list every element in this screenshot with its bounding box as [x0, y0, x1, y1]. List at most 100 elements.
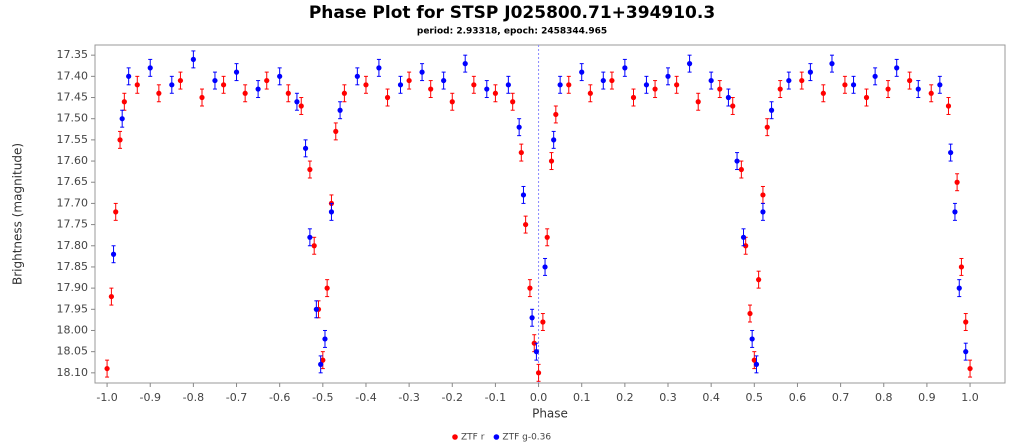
- data-point: [760, 192, 766, 198]
- data-point: [324, 285, 330, 291]
- data-point: [954, 179, 960, 185]
- data-point: [807, 69, 814, 75]
- x-tick-label: -0.3: [398, 391, 419, 404]
- data-point: [199, 94, 205, 101]
- data-point: [743, 243, 749, 249]
- data-point: [190, 56, 196, 63]
- y-tick-label: 17.60: [57, 154, 89, 167]
- data-point: [264, 77, 270, 84]
- data-point: [428, 86, 434, 92]
- data-point: [863, 94, 870, 101]
- data-point: [119, 116, 125, 122]
- x-axis-label: Phase: [532, 407, 568, 421]
- data-point: [520, 192, 527, 198]
- data-point: [799, 77, 805, 84]
- data-point: [665, 73, 671, 79]
- data-point: [449, 99, 455, 105]
- data-point: [738, 166, 744, 173]
- data-point: [850, 82, 857, 88]
- data-point: [548, 158, 555, 164]
- data-point: [471, 82, 477, 88]
- data-point: [134, 82, 140, 88]
- data-point: [516, 124, 522, 130]
- data-point: [212, 77, 218, 84]
- x-tick-label: 0.4: [702, 391, 720, 404]
- data-point: [829, 61, 835, 67]
- data-point: [322, 336, 328, 342]
- data-point: [113, 209, 119, 215]
- data-point: [842, 82, 848, 88]
- data-point: [307, 234, 313, 240]
- y-tick-label: 17.75: [57, 218, 89, 231]
- data-point: [242, 90, 248, 96]
- x-tick-label: -0.9: [139, 391, 160, 404]
- plot-area: [94, 44, 1006, 384]
- data-point: [110, 251, 117, 257]
- data-point: [768, 107, 775, 113]
- data-point: [341, 90, 347, 96]
- y-tick-label: 17.85: [57, 260, 89, 273]
- x-tick-label: -1.0: [96, 391, 117, 404]
- data-point: [764, 124, 770, 130]
- x-tick-label: 0.3: [659, 391, 677, 404]
- data-point: [777, 86, 783, 92]
- data-point: [963, 319, 969, 325]
- data-point: [233, 69, 240, 75]
- data-point: [734, 158, 740, 164]
- data-point: [354, 73, 360, 79]
- y-tick-label: 17.95: [57, 302, 89, 315]
- data-point: [535, 370, 542, 376]
- data-point: [885, 86, 891, 92]
- data-point: [294, 99, 300, 105]
- data-point: [907, 77, 913, 84]
- data-point: [609, 77, 615, 84]
- x-tick-label: 0.9: [918, 391, 936, 404]
- data-point: [518, 149, 524, 156]
- y-axis-label: Brightness (magnitude): [11, 143, 25, 285]
- legend-label: ZTF r: [461, 433, 485, 443]
- data-point: [104, 365, 110, 372]
- data-point: [277, 73, 283, 79]
- data-point: [126, 73, 132, 79]
- data-point: [505, 82, 511, 88]
- data-point: [384, 94, 391, 101]
- data-point: [958, 264, 965, 270]
- legend-swatch: [493, 434, 500, 440]
- data-point: [820, 90, 826, 96]
- data-point: [740, 234, 747, 240]
- data-point: [406, 77, 412, 84]
- data-point: [533, 349, 540, 355]
- data-point: [725, 94, 732, 101]
- data-point: [529, 315, 535, 321]
- data-point: [872, 73, 878, 79]
- chart-subtitle: period: 2.93318, epoch: 2458344.965: [417, 27, 607, 37]
- x-tick-label: 0.1: [573, 391, 591, 404]
- data-point: [708, 77, 714, 84]
- x-tick-label: -0.5: [312, 391, 333, 404]
- data-point: [492, 90, 499, 96]
- data-point: [484, 86, 490, 92]
- y-tick-label: 17.45: [57, 91, 89, 104]
- data-point: [786, 77, 792, 84]
- x-tick-label: -0.2: [442, 391, 463, 404]
- x-tick-label: 0.8: [875, 391, 893, 404]
- y-tick-label: 17.35: [57, 48, 89, 61]
- data-point: [753, 361, 760, 367]
- x-tick-label: 0.5: [746, 391, 764, 404]
- data-point: [376, 65, 382, 71]
- data-point: [285, 90, 291, 96]
- chart-title: Phase Plot for STSP J025800.71+394910.3: [309, 3, 715, 23]
- data-point: [542, 264, 548, 270]
- data-point: [674, 82, 680, 88]
- data-point: [967, 365, 973, 372]
- x-tick-label: 0.7: [832, 391, 850, 404]
- x-tick-label: -0.1: [485, 391, 506, 404]
- data-point: [169, 82, 175, 88]
- y-tick-label: 17.65: [57, 175, 89, 188]
- data-point: [117, 137, 123, 143]
- x-tick-label: 0.2: [616, 391, 634, 404]
- data-point: [756, 277, 762, 283]
- data-point: [156, 90, 162, 96]
- data-point: [147, 65, 153, 71]
